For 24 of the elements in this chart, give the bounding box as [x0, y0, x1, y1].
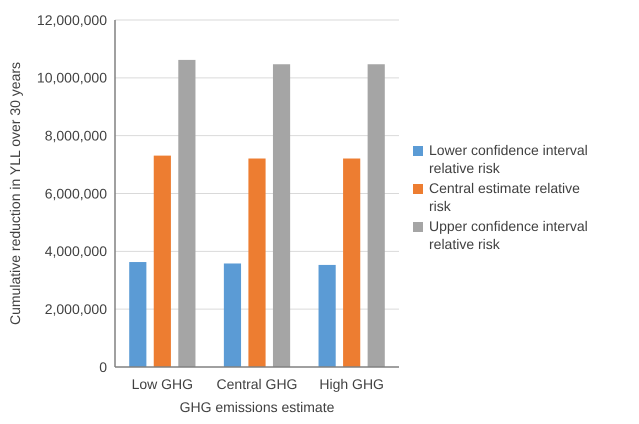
legend-label: Upper confidence interval relative risk [429, 218, 588, 252]
y-tick-label: 6,000,000 [44, 185, 108, 202]
x-tick-label: High GHG [319, 376, 384, 392]
y-tick-label: 12,000,000 [36, 12, 108, 28]
y-tick-label: 0 [99, 358, 108, 375]
bar [368, 64, 385, 367]
bar [224, 263, 242, 367]
bar [129, 262, 146, 367]
bar [318, 264, 336, 367]
bar [154, 156, 171, 367]
bar [272, 64, 290, 367]
y-tick-label: 10,000,000 [36, 70, 108, 86]
bar [343, 158, 360, 367]
legend-label: Lower confidence interval relative risk [429, 142, 588, 176]
y-tick-label: 4,000,000 [44, 243, 108, 260]
legend-label: Central estimate relative risk [429, 180, 580, 214]
x-axis-title: GHG emissions estimate [180, 399, 335, 415]
x-tick-label: Low GHG [132, 376, 194, 392]
bar [248, 158, 266, 367]
y-tick-label: 8,000,000 [44, 128, 108, 144]
bar [178, 60, 196, 367]
y-tick-label: 2,000,000 [44, 301, 108, 318]
y-axis-title: Cumulative reduction in YLL over 30 years [7, 62, 23, 326]
x-tick-label: Central GHG [216, 376, 298, 392]
